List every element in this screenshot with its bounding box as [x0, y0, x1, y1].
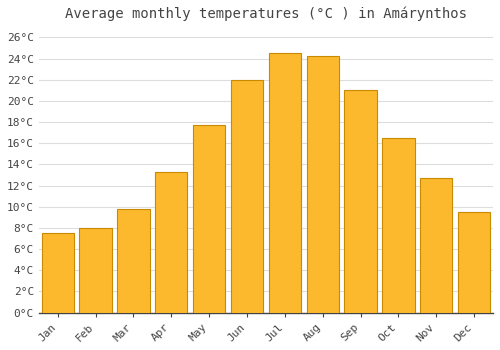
Bar: [269, 53, 301, 313]
Bar: [231, 80, 263, 313]
Bar: [306, 56, 339, 313]
Bar: [118, 209, 150, 313]
Bar: [458, 212, 490, 313]
Bar: [344, 90, 376, 313]
Bar: [80, 228, 112, 313]
Title: Average monthly temperatures (°C ) in Amárynthos: Average monthly temperatures (°C ) in Am…: [65, 7, 467, 21]
Bar: [155, 172, 188, 313]
Bar: [193, 125, 225, 313]
Bar: [42, 233, 74, 313]
Bar: [420, 178, 452, 313]
Bar: [382, 138, 414, 313]
